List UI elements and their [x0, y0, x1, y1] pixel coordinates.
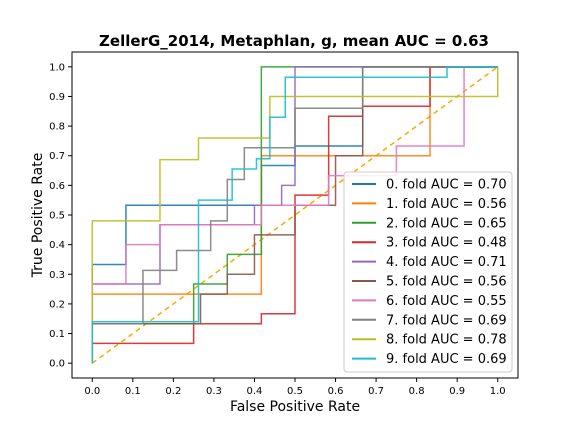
series-layer — [91, 66, 499, 364]
y-axis-label: True Positive Rate — [30, 153, 46, 279]
roc-curve-fold-5 — [91, 66, 498, 364]
x-tick-label: 0.3 — [206, 386, 222, 397]
y-tick-label: 0.8 — [49, 122, 65, 133]
y-tick-label: 0.4 — [49, 240, 65, 251]
y-tick-label: 0.9 — [49, 92, 65, 103]
x-tick-label: 0.5 — [287, 386, 303, 397]
legend-box — [343, 171, 513, 373]
chart-title: ZellerG_2014, Metaphlan, g, mean AUC = 0… — [99, 32, 489, 50]
roc-curve-fold-7 — [91, 66, 498, 364]
x-tick-label: 0.2 — [165, 386, 181, 397]
x-ticks: 0.0 0.1 0.2 0.3 0.4 0.5 0.6 0.7 0.8 0.9 1.0 — [84, 378, 506, 397]
roc-curve-fold-9 — [91, 66, 498, 364]
y-tick-label: 0.2 — [49, 299, 65, 310]
legend: 0. fold AUC = 0.70 1. fold AUC = 0.56 2. f… — [343, 171, 513, 373]
x-tick-label: 0.4 — [247, 386, 263, 397]
legend-label: 4. fold AUC = 0.71 — [386, 255, 507, 270]
x-tick-label: 0.0 — [84, 386, 100, 397]
y-tick-label: 0.6 — [49, 181, 65, 192]
legend-label: 2. fold AUC = 0.65 — [386, 216, 507, 231]
y-tick-label: 1.0 — [49, 62, 65, 73]
x-tick-label: 0.6 — [328, 386, 344, 397]
legend-label: 5. fold AUC = 0.56 — [386, 275, 507, 290]
y-tick-label: 0.5 — [49, 211, 65, 222]
legend-label: 7. fold AUC = 0.69 — [386, 313, 507, 328]
x-axis-label: False Positive Rate — [230, 399, 360, 415]
roc-curve-fold-8 — [91, 66, 499, 364]
x-tick-label: 0.9 — [449, 386, 465, 397]
y-tick-label: 0.1 — [49, 329, 65, 340]
y-ticks: 0.0 0.1 0.2 0.3 0.4 0.5 0.6 0.7 0.8 0.9 1.0 — [49, 62, 72, 370]
y-tick-label: 0.0 — [49, 359, 65, 370]
legend-label: 1. fold AUC = 0.56 — [386, 197, 507, 212]
x-tick-label: 0.7 — [368, 386, 384, 397]
legend-label: 9. fold AUC = 0.69 — [386, 352, 507, 367]
legend-label: 6. fold AUC = 0.55 — [386, 294, 507, 309]
legend-label: 0. fold AUC = 0.70 — [386, 178, 507, 193]
x-tick-label: 1.0 — [490, 386, 506, 397]
roc-curve-fold-3 — [91, 66, 498, 364]
roc-curve-fold-6 — [91, 66, 498, 364]
y-tick-label: 0.7 — [49, 151, 65, 162]
legend-label: 3. fold AUC = 0.48 — [386, 236, 507, 251]
x-tick-label: 0.8 — [409, 386, 425, 397]
y-tick-label: 0.3 — [49, 270, 65, 281]
legend-label: 8. fold AUC = 0.78 — [386, 333, 507, 348]
x-tick-label: 0.1 — [125, 386, 141, 397]
